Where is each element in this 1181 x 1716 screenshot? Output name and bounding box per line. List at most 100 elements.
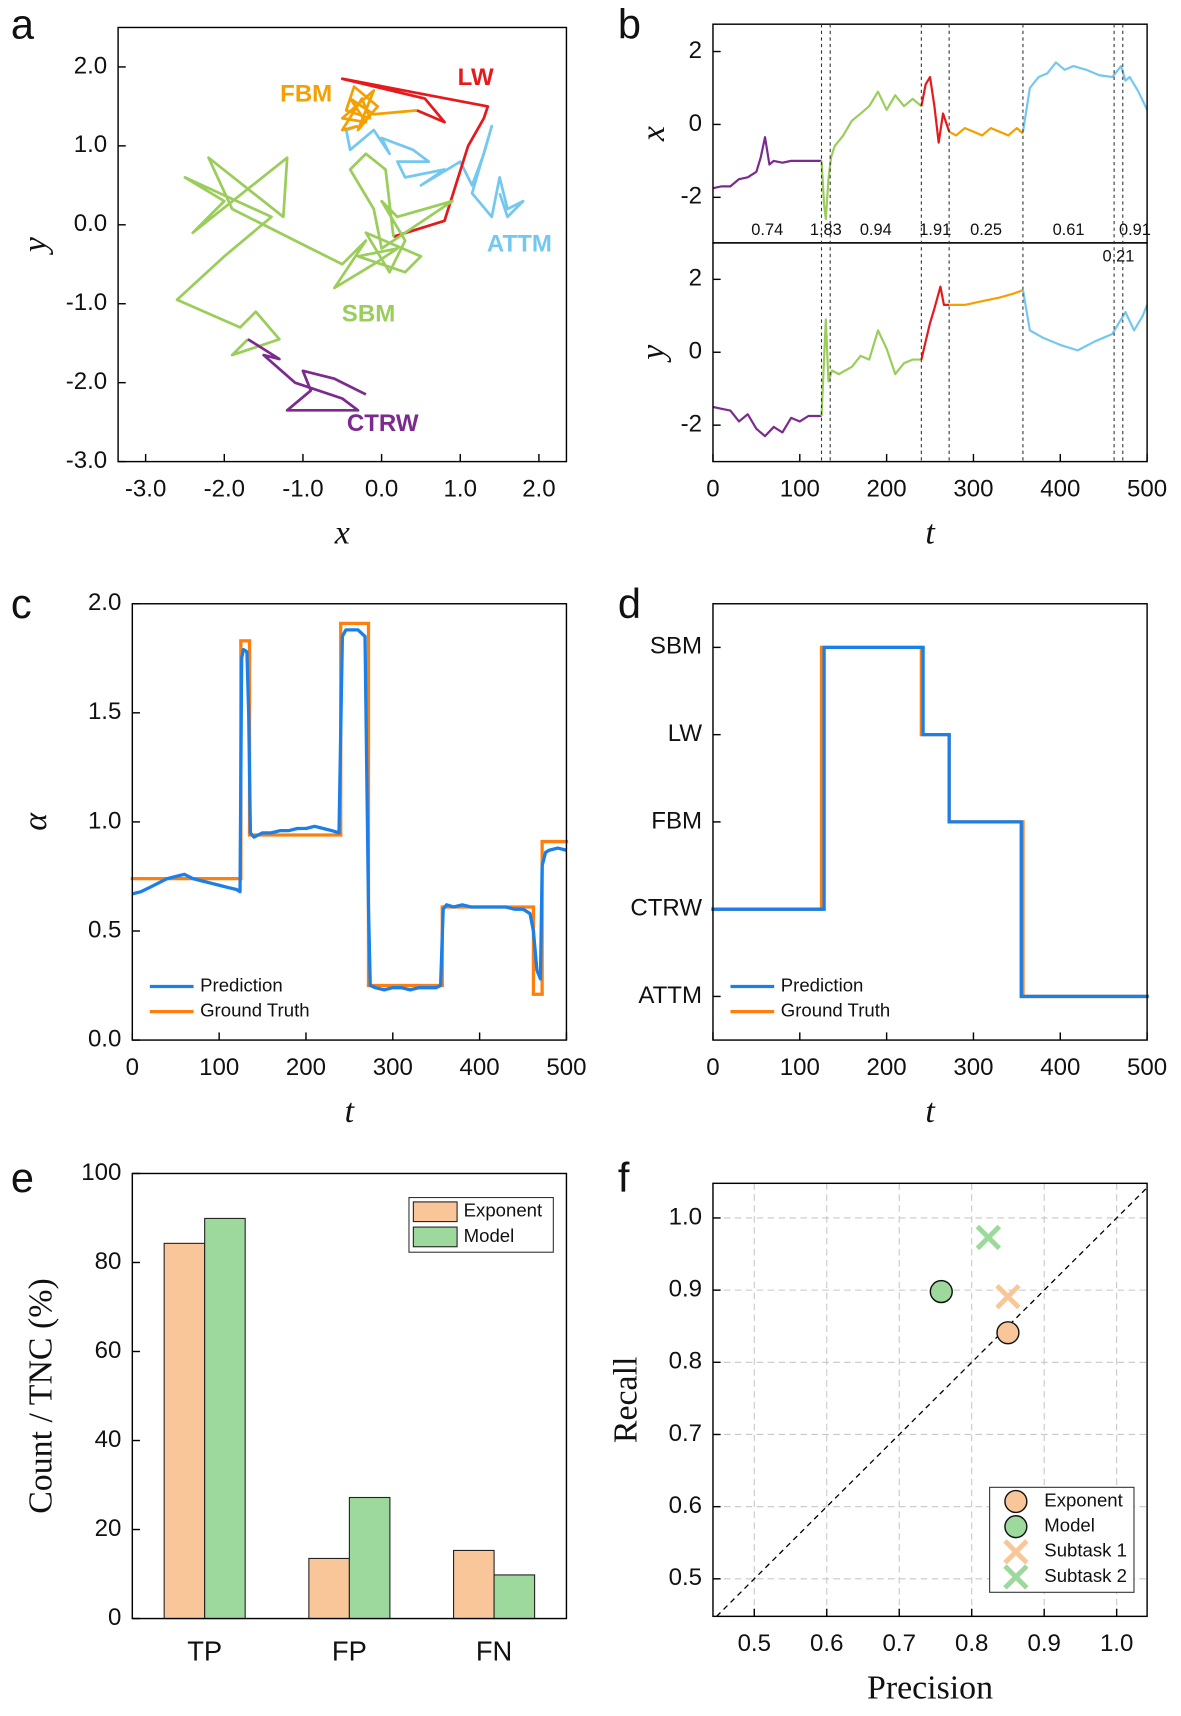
point — [929, 1279, 953, 1304]
x-tick-label: 100 — [780, 1054, 820, 1081]
segment-alpha-label: 0.91 — [1119, 221, 1151, 239]
series-line — [820, 318, 922, 417]
segment-alpha-label: 0.74 — [751, 221, 783, 239]
series-line — [344, 124, 525, 219]
series-line — [948, 126, 1024, 137]
y-tick-label: 0.6 — [669, 1492, 702, 1519]
plot-frame — [131, 1172, 568, 1620]
y-tick-label: 20 — [95, 1515, 122, 1542]
panel-letter: a — [11, 0, 35, 47]
y-tick-label: 2.0 — [74, 52, 107, 79]
legend-label: Ground Truth — [781, 1000, 890, 1021]
panel-letter: e — [11, 1154, 34, 1201]
y-tick-label: -2 — [681, 183, 702, 210]
series-line — [920, 75, 951, 144]
x-tick-label: 300 — [953, 1054, 993, 1081]
series-line — [175, 152, 454, 357]
y-tick-label: 0.5 — [88, 916, 121, 943]
y-tick-label: FBM — [651, 807, 702, 834]
x-tick-label: -2.0 — [204, 475, 245, 502]
series-line — [247, 338, 367, 412]
legend-label: Subtask 2 — [1044, 1565, 1127, 1586]
x-tick-label: 0.7 — [883, 1630, 916, 1657]
bar — [348, 1496, 391, 1620]
legend-label: Subtask 1 — [1044, 1540, 1127, 1561]
y-tick-label: 0.8 — [669, 1348, 702, 1375]
x-tick-label: 1.0 — [444, 475, 477, 502]
y-tick-label: 2 — [689, 37, 702, 64]
legend-label: Ground Truth — [200, 1000, 309, 1021]
segment-alpha-label: 1.83 — [810, 221, 842, 239]
legend-label: Prediction — [200, 974, 283, 995]
segment-alpha-label: 1.91 — [919, 221, 951, 239]
point — [995, 1283, 1021, 1310]
x-tick-label: 0.5 — [738, 1630, 771, 1657]
series-line — [340, 77, 490, 238]
y-tick-label: CTRW — [630, 895, 702, 922]
series-label: SBM — [342, 300, 395, 327]
x-tick-label: 300 — [953, 475, 993, 502]
series-label: CTRW — [347, 410, 419, 437]
y-tick-label: 0 — [689, 110, 702, 137]
y-axis-label: y — [17, 236, 54, 255]
legend-label: Model — [1044, 1515, 1095, 1536]
x-tick-label: 1.0 — [1100, 1630, 1133, 1657]
x-tick-label: 0 — [706, 1054, 719, 1081]
x-tick-label: 300 — [373, 1054, 413, 1081]
series-line — [131, 628, 567, 992]
y-tick-label: 80 — [95, 1248, 122, 1275]
bar — [163, 1242, 206, 1620]
diagonal-line — [716, 1187, 1148, 1617]
segment-alpha-label: 0.21 — [1102, 247, 1134, 265]
y-tick-label: SBM — [650, 633, 702, 660]
x-tick-label: 200 — [286, 1054, 326, 1081]
x-axis-label: t — [925, 515, 936, 552]
legend-label: Exponent — [464, 1200, 543, 1221]
legend-swatch — [412, 1226, 458, 1248]
series-line — [820, 90, 923, 221]
y-tick-label: 1.5 — [88, 698, 121, 725]
point — [996, 1321, 1020, 1345]
legend-label: Prediction — [781, 974, 864, 995]
x-tick-label: 500 — [1127, 475, 1167, 502]
x-tick-label: 100 — [780, 475, 820, 502]
x-tick-label: 100 — [199, 1054, 239, 1081]
y-tick-label: -1.0 — [66, 289, 107, 316]
y-tick-label: 0.0 — [88, 1025, 121, 1052]
y-tick-label: 0 — [108, 1604, 121, 1631]
legend-swatch — [1004, 1489, 1028, 1514]
y-tick-label: 1.0 — [88, 807, 121, 834]
legend-swatch — [1004, 1515, 1028, 1539]
legend-swatch — [1003, 1564, 1029, 1590]
point — [975, 1224, 1002, 1251]
y-tick-label: LW — [668, 720, 703, 747]
x-axis-label: t — [925, 1093, 936, 1130]
y-tick-label: ATTM — [638, 982, 702, 1009]
plot-frame — [712, 1182, 1148, 1618]
y-tick-label: 0.7 — [669, 1420, 702, 1447]
y-tick-label: -2 — [681, 411, 702, 438]
x-tick-label: -1.0 — [282, 475, 323, 502]
x-tick-label: 0 — [126, 1054, 139, 1081]
y-tick-label: 2.0 — [88, 589, 121, 616]
x-tick-label: FP — [332, 1636, 367, 1667]
series-line — [949, 289, 1024, 306]
x-tick-label: 200 — [867, 475, 907, 502]
x-tick-label: -3.0 — [125, 475, 166, 502]
plot-frame — [712, 242, 1148, 463]
legend-label: Model — [464, 1225, 515, 1246]
y-axis-label: x — [635, 126, 672, 142]
x-tick-label: 0.8 — [955, 1630, 988, 1657]
x-tick-label: 400 — [1040, 475, 1080, 502]
y-axis-label: Recall — [608, 1357, 645, 1444]
x-tick-label: TP — [187, 1636, 222, 1667]
segment-alpha-label: 0.61 — [1053, 221, 1085, 239]
y-tick-label: -3.0 — [66, 447, 107, 474]
series-line — [340, 85, 418, 132]
panel-letter: d — [618, 580, 641, 627]
x-tick-label: 500 — [546, 1054, 586, 1081]
y-tick-label: 0.5 — [669, 1564, 702, 1591]
x-axis-label: x — [334, 515, 350, 552]
series-line — [1021, 61, 1149, 132]
